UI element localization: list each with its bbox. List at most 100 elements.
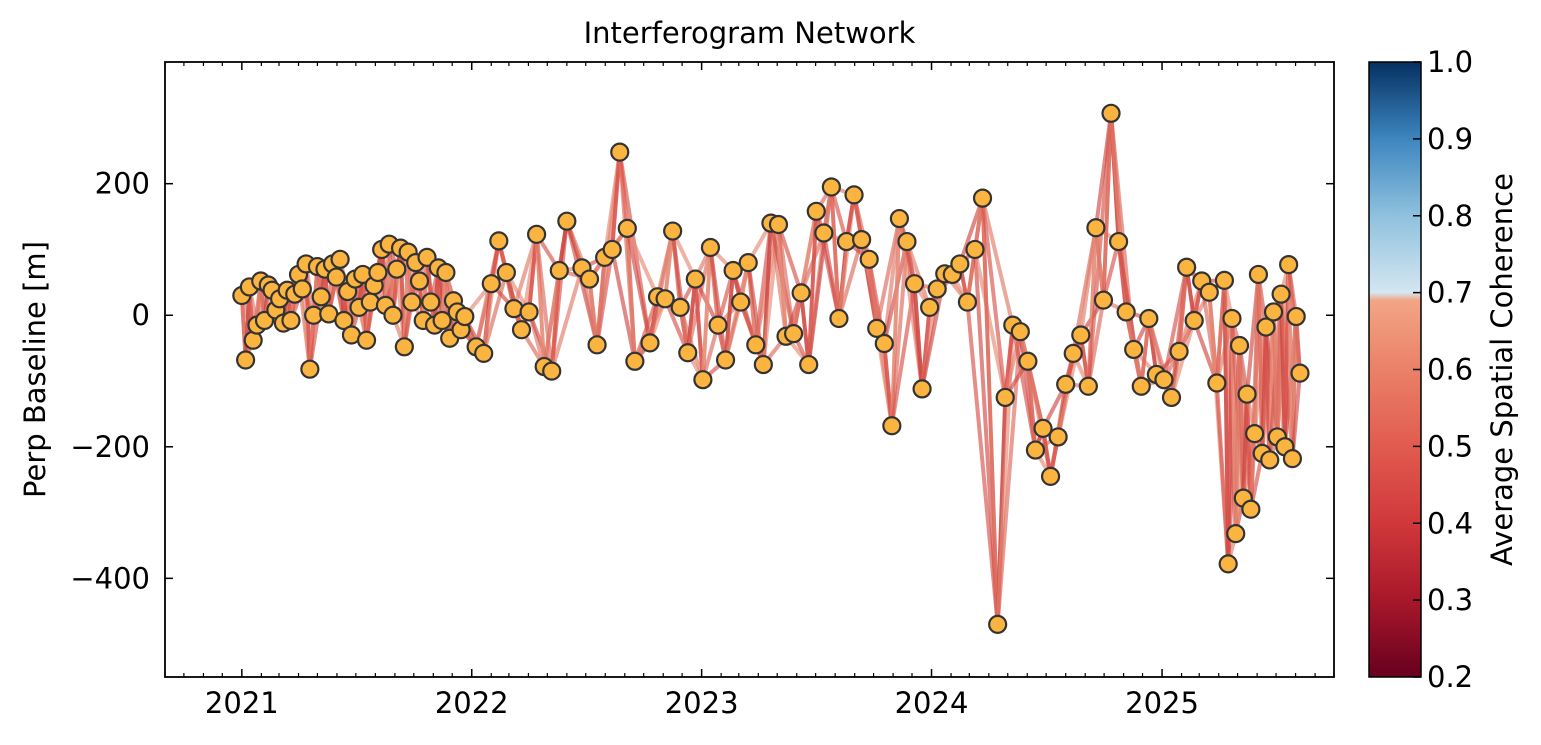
acquisition-point bbox=[436, 262, 456, 283]
colorbar-tick-label: 0.7 bbox=[1427, 276, 1473, 310]
acquisition-point bbox=[236, 350, 256, 370]
acquisition-point bbox=[1161, 387, 1182, 408]
acquisition-point bbox=[731, 292, 751, 312]
acquisition-point bbox=[300, 359, 320, 379]
acquisition-point bbox=[527, 224, 547, 244]
acquisition-point bbox=[1282, 449, 1303, 469]
acquisition-point bbox=[326, 267, 346, 287]
acquisition-point bbox=[1184, 310, 1204, 331]
acquisition-point bbox=[920, 297, 940, 317]
acquisition-point bbox=[1063, 343, 1083, 363]
acquisition-point bbox=[511, 320, 532, 340]
acquisition-point bbox=[489, 231, 509, 251]
acquisition-point bbox=[663, 221, 683, 241]
x-tick-label: 2023 bbox=[665, 686, 739, 720]
acquisition-point bbox=[1256, 317, 1276, 337]
acquisition-point bbox=[768, 214, 789, 235]
acquisition-point bbox=[957, 292, 978, 312]
interferogram-edge bbox=[776, 222, 804, 295]
acquisition-point bbox=[1086, 218, 1106, 238]
acquisition-point bbox=[693, 370, 713, 390]
interferogram-edge bbox=[481, 270, 509, 356]
acquisition-point bbox=[897, 231, 917, 252]
acquisition-point bbox=[1207, 373, 1227, 393]
interferogram-edge bbox=[1101, 239, 1121, 303]
acquisition-point bbox=[799, 354, 819, 375]
interferogram-edge bbox=[1101, 111, 1114, 303]
acquisition-point bbox=[292, 279, 312, 299]
acquisition-point bbox=[988, 614, 1008, 634]
acquisition-point bbox=[867, 318, 887, 338]
acquisition-point bbox=[738, 253, 758, 273]
acquisition-point bbox=[481, 274, 501, 294]
acquisition-point bbox=[1139, 308, 1159, 329]
acquisition-point bbox=[281, 310, 301, 331]
acquisition-point bbox=[1199, 282, 1219, 302]
acquisition-point bbox=[519, 302, 539, 322]
acquisition-point bbox=[1056, 374, 1076, 394]
colorbar-tick-label: 0.8 bbox=[1427, 199, 1473, 233]
acquisition-point bbox=[549, 260, 569, 281]
acquisition-point bbox=[708, 315, 728, 335]
acquisition-point bbox=[1040, 466, 1061, 486]
interferogram-edge bbox=[700, 245, 713, 382]
acquisition-point bbox=[1177, 257, 1197, 277]
acquisition-point bbox=[1218, 554, 1238, 574]
interferogram-edge bbox=[829, 184, 841, 321]
y-tick-label: −200 bbox=[70, 430, 150, 464]
acquisition-point bbox=[421, 292, 441, 312]
plot-frame bbox=[164, 61, 1335, 678]
acquisition-point bbox=[1071, 325, 1091, 345]
acquisition-point bbox=[394, 337, 414, 357]
interferogram-edge bbox=[723, 268, 736, 362]
acquisition-point bbox=[455, 306, 475, 327]
acquisition-point bbox=[1033, 418, 1053, 438]
acquisition-point bbox=[330, 249, 350, 269]
acquisition-points bbox=[232, 103, 1310, 634]
acquisition-point bbox=[557, 211, 577, 231]
acquisition-point bbox=[587, 335, 607, 355]
acquisition-point bbox=[1271, 284, 1291, 304]
acquisition-point bbox=[496, 262, 516, 283]
acquisition-point bbox=[409, 271, 430, 291]
colorbar-tick-label: 0.5 bbox=[1427, 429, 1473, 463]
acquisition-point bbox=[1229, 335, 1250, 356]
y-tick-label: 200 bbox=[95, 167, 150, 201]
interferogram-edge bbox=[685, 245, 713, 355]
acquisition-point bbox=[368, 262, 388, 283]
acquisition-point bbox=[356, 330, 377, 350]
x-tick-label: 2025 bbox=[1125, 686, 1199, 720]
interferogram-edge bbox=[904, 239, 932, 310]
acquisition-point bbox=[995, 387, 1015, 408]
acquisition-point bbox=[844, 185, 864, 205]
acquisition-point bbox=[950, 254, 970, 274]
acquisition-point bbox=[432, 310, 452, 331]
acquisition-point bbox=[670, 297, 690, 317]
acquisition-point bbox=[1248, 264, 1269, 285]
acquisition-point bbox=[1169, 341, 1189, 362]
interferogram-edge bbox=[534, 232, 554, 374]
acquisition-point bbox=[1237, 384, 1257, 404]
acquisition-point bbox=[474, 343, 494, 363]
acquisition-point bbox=[311, 287, 331, 307]
acquisition-point bbox=[1290, 363, 1310, 383]
acquisition-point bbox=[852, 229, 872, 250]
interferogram-edge bbox=[980, 196, 1015, 328]
colorbar-label: Average Spatial Coherence bbox=[1485, 173, 1519, 566]
interferogram-edge bbox=[663, 229, 675, 301]
colorbar bbox=[1368, 61, 1422, 678]
y-tick-label: 0 bbox=[132, 298, 150, 332]
interferogram-edge bbox=[889, 239, 909, 428]
acquisition-point bbox=[1222, 308, 1242, 329]
interferogram-edge bbox=[980, 196, 1008, 400]
acquisition-point bbox=[912, 379, 932, 399]
acquisition-point bbox=[1010, 322, 1030, 342]
acquisition-point bbox=[640, 333, 660, 353]
acquisition-point bbox=[874, 333, 894, 354]
interferogram-edge bbox=[980, 196, 1000, 627]
acquisition-point bbox=[655, 289, 675, 309]
acquisition-point bbox=[821, 177, 841, 197]
acquisition-point bbox=[610, 142, 630, 162]
acquisition-point bbox=[1245, 424, 1265, 444]
interferogram-edge bbox=[776, 222, 796, 336]
